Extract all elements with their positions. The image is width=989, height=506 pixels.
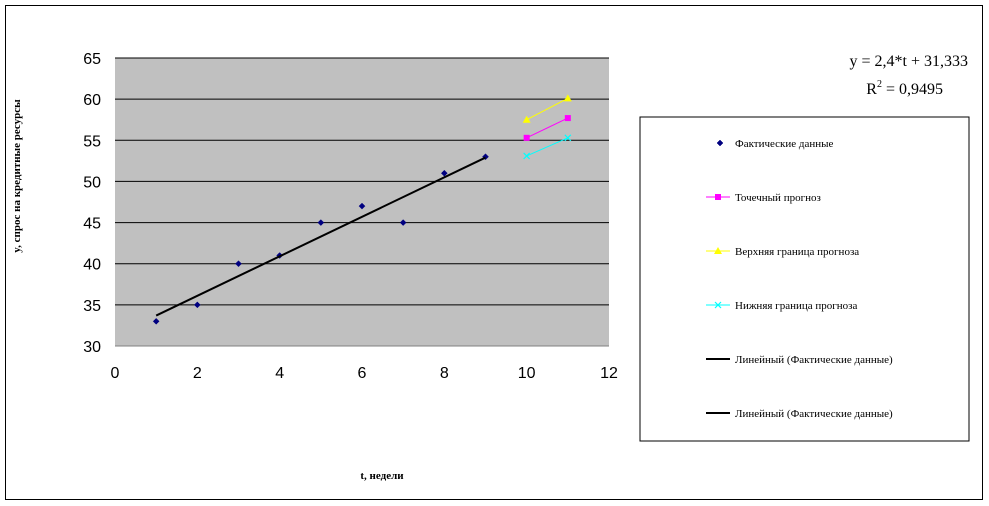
chart-area: 30 35 40 45 50 55 60 65 0 2 4 6 8 10 12 t, недели y, с…	[5, 5, 983, 500]
y-axis-title: y, спрос на кредитные ресурсы	[11, 99, 23, 253]
series-1-point	[317, 219, 325, 226]
legend-marker	[714, 247, 722, 254]
legend-label: Линейный (Фактические данные)	[735, 408, 893, 420]
legend-marker	[714, 301, 722, 309]
series-5-line	[155, 156, 486, 317]
x-tick-label: 10	[518, 365, 536, 382]
r-squared-text: R2 = 0,9495	[866, 79, 943, 98]
x-tick-label: 4	[275, 365, 284, 382]
legend-box	[639, 116, 970, 442]
y-tick-label: 30	[83, 339, 101, 356]
legend-label: Нижняя граница прогноза	[735, 300, 858, 312]
legend-marker	[715, 194, 721, 200]
series-1-point	[235, 260, 242, 268]
series-4-point	[564, 134, 572, 142]
series-1-point	[399, 219, 407, 226]
trendline-equation-text: y = 2,4*t + 31,333	[850, 53, 969, 70]
legend-item: Фактические данные	[716, 138, 834, 150]
series-2-line	[526, 117, 569, 139]
x-tick-label: 6	[358, 365, 367, 382]
series-1-point	[152, 317, 160, 325]
x-tick-label: 12	[600, 365, 618, 382]
legend-marker	[716, 139, 724, 147]
y-tick-label: 45	[83, 216, 101, 233]
y-tick-label: 60	[83, 92, 101, 109]
y-tick-label: 40	[83, 257, 101, 274]
series-3-line	[526, 97, 569, 121]
series-3-point	[563, 94, 572, 102]
series-1-point	[193, 301, 201, 309]
r-squared-sup: 2	[877, 79, 882, 90]
series-3-point	[522, 115, 531, 123]
y-tick-label: 65	[83, 51, 101, 68]
y-tick-label: 35	[83, 298, 101, 315]
x-tick-label: 8	[440, 365, 449, 382]
x-tick-label: 2	[193, 365, 202, 382]
r-squared-value: = 0,9495	[882, 81, 943, 98]
r-squared-label: R	[866, 81, 877, 98]
legend-item: Линейный (Фактические данные)	[706, 354, 893, 366]
y-tick-label: 55	[83, 133, 101, 150]
series-2-point	[564, 115, 571, 122]
y-tick-label: 50	[83, 174, 101, 191]
legend-item: Точечный прогноз	[706, 192, 821, 204]
series-1-point	[440, 169, 448, 177]
series-4-point	[523, 152, 531, 160]
series-4-line	[526, 137, 569, 157]
legend-item: Нижняя граница прогноза	[706, 300, 858, 312]
legend-label: Линейный (Фактические данные)	[735, 354, 893, 366]
legend-item: Линейный (Фактические данные)	[706, 408, 893, 420]
legend-label: Верхняя граница прогноза	[735, 246, 859, 258]
x-tick-label: 0	[111, 365, 120, 382]
trendline-equation: y = 2,4*t + 31,333 R2 = 0,9495	[850, 53, 969, 98]
series-1-point	[358, 202, 366, 210]
legend-label: Точечный прогноз	[735, 192, 821, 204]
plot-background	[115, 58, 609, 346]
legend-item: Верхняя граница прогноза	[706, 246, 859, 258]
chart-svg: 30 35 40 45 50 55 60 65 0 2 4 6 8 10 12 t, недели y, с…	[11, 51, 970, 482]
legend-label: Фактические данные	[735, 138, 834, 150]
legend: Фактические данные Точечный прогноз Верхня…	[706, 138, 893, 420]
x-axis-title: t, недели	[360, 470, 404, 482]
series-2-point	[523, 134, 530, 141]
